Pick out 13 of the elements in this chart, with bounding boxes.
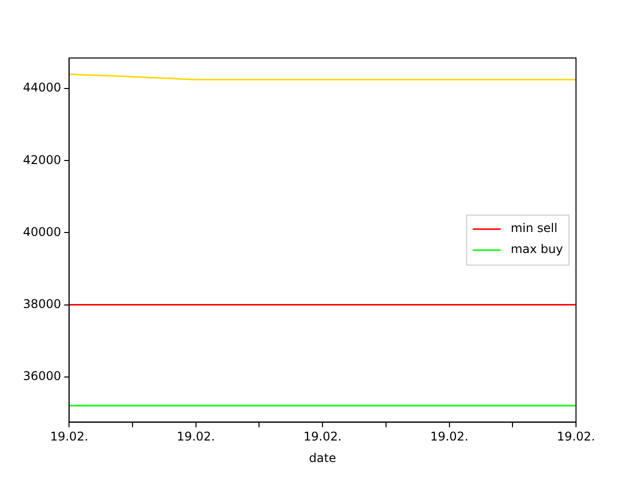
x-axis-title: date <box>309 450 336 465</box>
y-tick-label: 38000 <box>22 296 62 311</box>
x-tick-label: 19.02. <box>176 430 215 444</box>
x-tick-label: 19.02. <box>430 430 468 444</box>
y-tick-label: 42000 <box>22 152 62 167</box>
legend-label: max buy <box>510 242 564 256</box>
legend-label: min sell <box>510 221 558 236</box>
y-tick-label: 40000 <box>22 224 62 239</box>
x-tick-label: 19.02. <box>50 430 88 444</box>
y-tick-label: 44000 <box>22 80 62 95</box>
x-tick-label: 19.02. <box>556 430 596 444</box>
y-tick-label: 36000 <box>22 368 62 383</box>
x-tick-label: 19.02. <box>304 430 342 444</box>
